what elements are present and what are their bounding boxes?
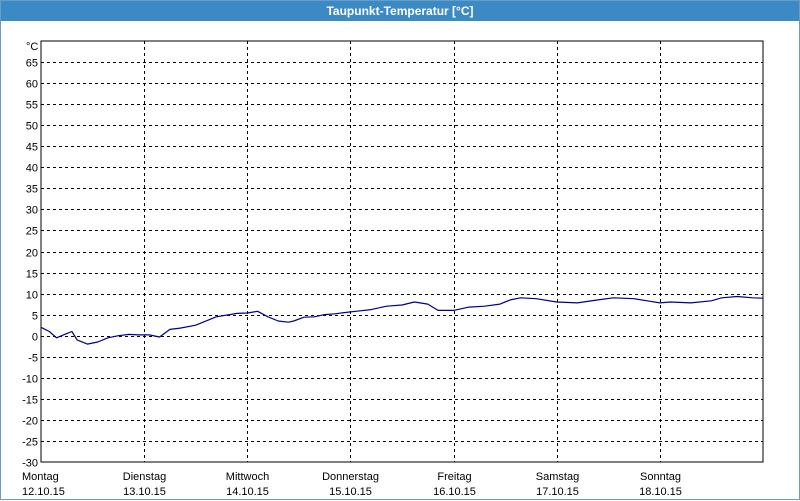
x-tick-day-label: Dienstag — [123, 471, 166, 483]
y-tick-label: 10 — [26, 290, 38, 302]
x-tick-date-label: 18.10.15 — [639, 486, 682, 498]
y-tick-label: -30 — [22, 458, 38, 470]
y-tick-label: 40 — [26, 163, 38, 175]
y-tick-label: -10 — [22, 374, 38, 386]
x-tick-date-label: 14.10.15 — [226, 486, 269, 498]
x-tick-date-label: 13.10.15 — [123, 486, 166, 498]
series — [40, 295, 764, 345]
chart-title: Taupunkt-Temperatur [°C] — [1, 1, 799, 21]
x-tick-date-label: 17.10.15 — [536, 486, 579, 498]
y-tick-label: -5 — [28, 353, 38, 365]
x-tick-day-label: Sonntag — [640, 471, 681, 483]
y-tick-label: 15 — [26, 269, 38, 281]
y-tick-label: 30 — [26, 205, 38, 217]
plot-area-border — [40, 40, 764, 463]
y-axis-unit-label: °C — [26, 41, 38, 53]
x-tick-day-label: Mittwoch — [226, 471, 269, 483]
y-tick-label: 35 — [26, 184, 38, 196]
y-tick-label: 55 — [26, 100, 38, 112]
y-tick-label: -15 — [22, 395, 38, 407]
y-tick-label: 0 — [32, 332, 38, 344]
y-tick-label: 50 — [26, 121, 38, 133]
x-tick-day-label: Samstag — [536, 471, 579, 483]
x-tick-date-label: 16.10.15 — [433, 486, 476, 498]
x-tick-date-label: 12.10.15 — [22, 486, 65, 498]
dew-point-series-line — [40, 295, 764, 345]
y-tick-label: -25 — [22, 437, 38, 449]
x-tick-day-label: Donnerstag — [322, 471, 379, 483]
y-tick-label: -20 — [22, 416, 38, 428]
y-tick-label: 45 — [26, 142, 38, 154]
axes: 65605550454035302520151050-5-10-15-20-25… — [22, 40, 764, 498]
y-tick-label: 65 — [26, 58, 38, 70]
y-tick-label: 60 — [26, 79, 38, 91]
y-tick-label: 25 — [26, 226, 38, 238]
y-tick-label: 20 — [26, 248, 38, 260]
x-tick-date-label: 15.10.15 — [329, 486, 372, 498]
x-tick-day-label: Freitag — [437, 471, 471, 483]
y-tick-label: 5 — [32, 311, 38, 323]
grid — [41, 41, 763, 462]
x-tick-day-label: Montag — [22, 471, 59, 483]
